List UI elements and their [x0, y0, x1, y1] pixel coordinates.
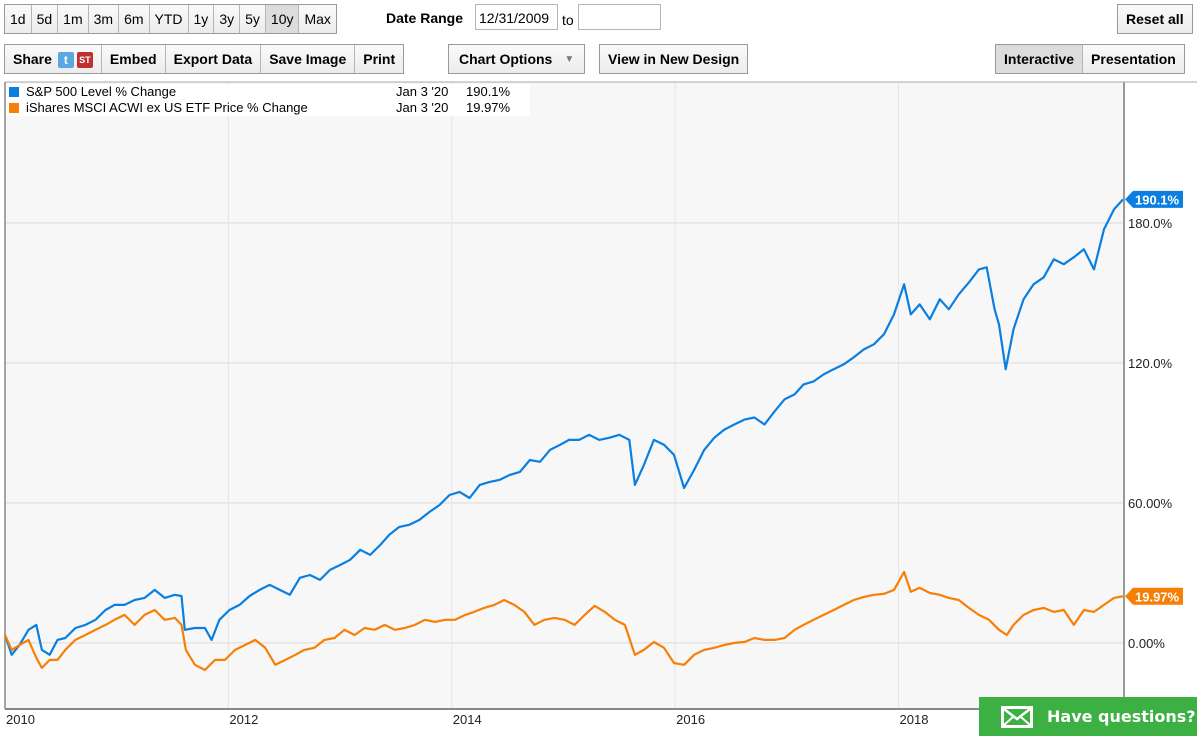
- legend-value: 19.97%: [466, 100, 511, 115]
- chart-options-label: Chart Options: [459, 51, 553, 67]
- series-line-sp500: [3, 198, 1124, 656]
- range-button-ytd[interactable]: YTD: [150, 5, 189, 33]
- x-tick-label: 2016: [676, 712, 705, 727]
- export-data-button[interactable]: Export Data: [166, 45, 262, 73]
- y-tick-label: 120.0%: [1128, 356, 1173, 371]
- date-range-label: Date Range: [386, 10, 464, 26]
- reset-all-button[interactable]: Reset all: [1126, 11, 1184, 27]
- range-button-3m[interactable]: 3m: [89, 5, 120, 33]
- end-value-label: 190.1%: [1135, 192, 1180, 207]
- stocktwits-icon[interactable]: ST: [76, 52, 93, 69]
- chevron-down-icon: ▼: [564, 54, 575, 66]
- share-button[interactable]: Share t ST: [5, 45, 102, 73]
- to-label: to: [562, 12, 574, 28]
- twitter-icon[interactable]: t: [57, 52, 74, 69]
- legend-value: 190.1%: [466, 84, 511, 99]
- line-chart[interactable]: 2010 2012 2014 2016 2018 0.00% 60.00% 120.0% 180…: [0, 80, 1197, 736]
- end-label-flag: [1125, 587, 1183, 605]
- mode-toggle: Interactive Presentation: [995, 44, 1185, 74]
- legend-row-acwx: iShares MSCI ACWI ex US ETF Price % Chan…: [6, 100, 530, 116]
- y-tick-label: 60.00%: [1128, 496, 1173, 511]
- legend-name: iShares MSCI ACWI ex US ETF Price % Chan…: [26, 100, 308, 115]
- range-button-max[interactable]: Max: [304, 11, 331, 27]
- print-button[interactable]: Print: [363, 51, 396, 67]
- interactive-mode-button[interactable]: Interactive: [996, 45, 1084, 73]
- chart-options-dropdown[interactable]: Chart Options ▼: [449, 45, 584, 73]
- x-tick-label: 2010: [6, 712, 35, 727]
- x-tick-label: 2012: [229, 712, 258, 727]
- range-button-5y[interactable]: 5y: [240, 5, 266, 33]
- chart-legend: S&P 500 Level % Change Jan 3 '20 190.1% …: [6, 84, 530, 116]
- legend-name: S&P 500 Level % Change: [26, 84, 177, 99]
- range-button-1m[interactable]: 1m: [58, 5, 89, 33]
- have-questions-label: Have questions?: [1047, 707, 1196, 726]
- reset-group: Reset all: [1117, 4, 1193, 34]
- embed-button[interactable]: Embed: [102, 45, 166, 73]
- range-button-10y[interactable]: 10y: [265, 5, 300, 33]
- plot-area: [5, 82, 1123, 708]
- x-tick-label: 2018: [900, 712, 929, 727]
- view-new-design-group: View in New Design: [599, 44, 749, 74]
- view-new-design-button[interactable]: View in New Design: [608, 51, 740, 67]
- legend-date: Jan 3 '20: [396, 84, 449, 99]
- range-button-3y[interactable]: 3y: [214, 5, 241, 33]
- end-label-flag: [1125, 190, 1183, 208]
- range-button-5d[interactable]: 5d: [32, 5, 59, 33]
- legend-swatch-acwx: [9, 103, 19, 113]
- range-button-1d[interactable]: 1d: [5, 5, 32, 33]
- y-tick-label: 180.0%: [1128, 216, 1173, 231]
- x-tick-label: 2014: [453, 712, 482, 727]
- chart-options-group: Chart Options ▼: [448, 44, 586, 74]
- range-button-6m[interactable]: 6m: [119, 5, 150, 33]
- presentation-mode-button[interactable]: Presentation: [1091, 51, 1176, 67]
- legend-row-sp500: S&P 500 Level % Change Jan 3 '20 190.1%: [6, 84, 530, 100]
- save-image-button[interactable]: Save Image: [261, 45, 356, 73]
- date-from-input[interactable]: 12/31/2009: [475, 4, 558, 30]
- share-toolbar: Share t ST Embed Export Data Save Image Pr…: [4, 44, 405, 74]
- have-questions-button[interactable]: Have questions?: [979, 697, 1197, 736]
- time-range-selector: 1d 5d 1m 3m 6m YTD 1y 3y 5y 10y Max: [4, 4, 337, 34]
- legend-swatch-sp500: [9, 87, 19, 97]
- legend-date: Jan 3 '20: [396, 100, 449, 115]
- range-button-1y[interactable]: 1y: [189, 5, 215, 33]
- end-value-label: 19.97%: [1135, 589, 1180, 604]
- date-to-input[interactable]: [578, 4, 661, 30]
- share-label: Share: [13, 51, 52, 67]
- envelope-icon: [1001, 705, 1033, 728]
- y-tick-label: 0.00%: [1128, 636, 1165, 651]
- series-line-acwx: [3, 570, 1124, 672]
